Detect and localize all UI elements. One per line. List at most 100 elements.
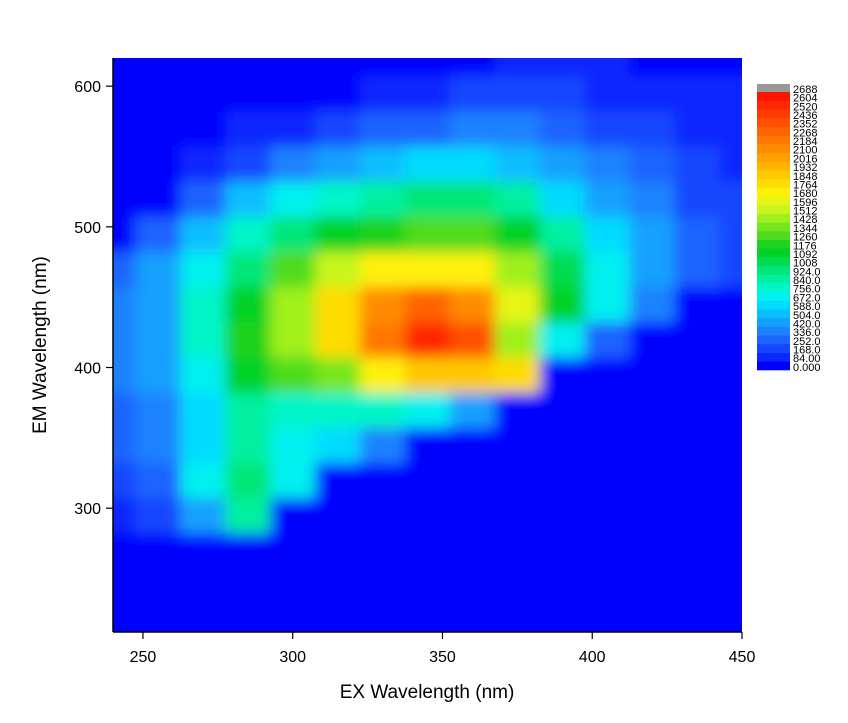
colorbar-label: 840.0 (793, 275, 821, 287)
contour-cell (584, 427, 631, 463)
contour-cell (629, 286, 676, 323)
contour-cell (629, 356, 676, 393)
x-tick-label: 300 (279, 649, 306, 666)
contour-cell (135, 567, 181, 604)
colorbar-band (757, 109, 790, 119)
contour-cell (629, 392, 676, 428)
contour-cell (449, 110, 496, 147)
contour-cell (539, 58, 586, 77)
contour-cell (113, 216, 136, 252)
contour-cell (270, 58, 316, 77)
contour-cell (449, 462, 496, 499)
colorbar-label: 1008 (793, 258, 817, 270)
contour-cell (405, 567, 451, 604)
colorbar-band (757, 361, 790, 371)
contour-cell (494, 251, 541, 288)
contour-cell (405, 110, 451, 147)
contour-cell (360, 392, 406, 428)
colorbar-label: 1764 (793, 179, 817, 191)
colorbar-label: 1512 (793, 206, 817, 218)
contour-cell (405, 427, 451, 463)
contour-cell (180, 75, 226, 112)
colorbar-label: 0.000 (793, 362, 821, 374)
contour-cell (584, 216, 631, 252)
contour-cell (360, 145, 406, 182)
contour-cell (494, 75, 541, 112)
contour-cell (113, 427, 136, 463)
contour-cell (719, 567, 742, 604)
contour-cell (360, 110, 406, 147)
contour-cell (270, 532, 316, 569)
contour-cell (449, 251, 496, 288)
contour-cell (113, 497, 136, 534)
contour-cell (674, 286, 721, 323)
contour-cell (629, 462, 676, 499)
contour-cell (113, 75, 136, 112)
contour-cell (315, 567, 361, 604)
colorbar-label: 2100 (793, 145, 817, 157)
contour-cell (315, 427, 361, 463)
contour-cell (270, 462, 316, 499)
contour-cell (135, 75, 181, 112)
contour-cell (135, 58, 181, 77)
contour-cell (270, 497, 316, 534)
contour-cell (225, 356, 271, 393)
contour-cell (135, 497, 181, 534)
colorbar-band (757, 335, 790, 345)
contour-cell (405, 181, 451, 217)
contour-cell (180, 321, 226, 358)
contour-cell (449, 497, 496, 534)
contour-cell (629, 181, 676, 217)
contour-cell (315, 321, 361, 358)
y-tick-label: 500 (74, 220, 101, 237)
contour-cell (449, 603, 496, 632)
colorbar-band (757, 100, 790, 110)
contour-cell (584, 567, 631, 604)
contour-cell (135, 392, 181, 428)
contour-cell (270, 321, 316, 358)
colorbar-label: 1344 (793, 223, 817, 235)
contour-cell (135, 356, 181, 393)
contour-cell (315, 603, 361, 632)
x-tick-label: 350 (429, 649, 456, 666)
contour-cell (270, 216, 316, 252)
contour-cell (315, 497, 361, 534)
contour-cell (113, 110, 136, 147)
contour-cell (674, 251, 721, 288)
contour-cell (719, 75, 742, 112)
contour-cell (539, 75, 586, 112)
contour-cell (225, 181, 271, 217)
contour-cell (113, 145, 136, 182)
contour-cell (360, 532, 406, 569)
contour-cell (539, 110, 586, 147)
contour-cell (674, 58, 721, 77)
contour-cell (719, 286, 742, 323)
contour-cell (539, 286, 586, 323)
contour-cell (674, 356, 721, 393)
contour-cell (270, 392, 316, 428)
contour-cell (584, 181, 631, 217)
colorbar-band (757, 170, 790, 180)
y-tick-label: 400 (74, 361, 101, 378)
contour-cell (494, 145, 541, 182)
contour-cell (270, 286, 316, 323)
colorbar-band (757, 144, 790, 154)
contour-cell (315, 532, 361, 569)
contour-cell (584, 497, 631, 534)
contour-cell (449, 58, 496, 77)
contour-cell (113, 321, 136, 358)
colorbar-label: 2184 (793, 136, 817, 148)
colorbar-band (757, 187, 790, 197)
colorbar-band (757, 222, 790, 232)
contour-cell (405, 603, 451, 632)
contour-cell (113, 532, 136, 569)
contour-cell (494, 427, 541, 463)
contour-cell (225, 462, 271, 499)
x-tick-label: 450 (729, 649, 756, 666)
contour-cell (180, 427, 226, 463)
contour-cell (135, 181, 181, 217)
contour-cell (674, 497, 721, 534)
contour-cell (539, 181, 586, 217)
contour-field (113, 58, 742, 632)
